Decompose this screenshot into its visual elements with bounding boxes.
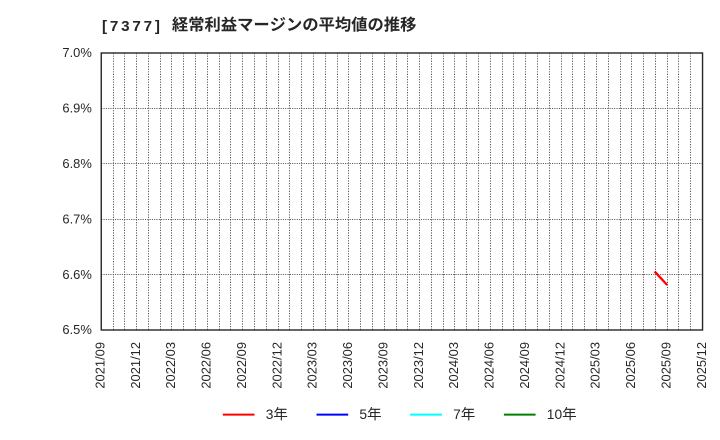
svg-text:2021/09: 2021/09	[92, 342, 107, 389]
svg-text:2025/03: 2025/03	[588, 342, 603, 389]
svg-text:7.0%: 7.0%	[62, 45, 91, 60]
svg-text:[7377]: [7377]	[102, 18, 163, 35]
svg-text:2023/09: 2023/09	[375, 342, 390, 389]
svg-text:6.7%: 6.7%	[62, 211, 91, 226]
svg-text:2021/12: 2021/12	[128, 342, 143, 389]
svg-text:6.6%: 6.6%	[62, 267, 91, 282]
svg-text:2023/06: 2023/06	[340, 342, 355, 389]
svg-text:2022/12: 2022/12	[269, 342, 284, 389]
svg-text:10: 10	[547, 407, 563, 422]
svg-text:7: 7	[453, 407, 461, 422]
svg-text:2023/12: 2023/12	[411, 342, 426, 389]
svg-text:6.8%: 6.8%	[62, 156, 91, 171]
svg-text:3: 3	[266, 407, 274, 422]
svg-text:2025/12: 2025/12	[694, 342, 709, 389]
svg-text:2022/03: 2022/03	[163, 342, 178, 389]
svg-text:5: 5	[359, 407, 367, 422]
svg-text:2024/09: 2024/09	[517, 342, 532, 389]
svg-text:6.5%: 6.5%	[62, 322, 91, 337]
svg-text:6.9%: 6.9%	[62, 101, 91, 116]
svg-text:2022/06: 2022/06	[199, 342, 214, 389]
svg-text:2025/09: 2025/09	[658, 342, 673, 389]
svg-text:2025/06: 2025/06	[623, 342, 638, 389]
svg-text:2022/09: 2022/09	[234, 342, 249, 389]
svg-text:2023/03: 2023/03	[305, 342, 320, 389]
svg-text:2024/03: 2024/03	[446, 342, 461, 389]
svg-text:2024/12: 2024/12	[552, 342, 567, 389]
svg-text:2024/06: 2024/06	[482, 342, 497, 389]
